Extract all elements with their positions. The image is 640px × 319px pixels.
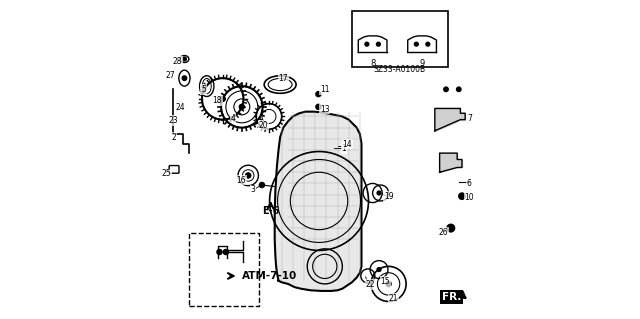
Text: 1: 1 [342, 144, 346, 153]
Circle shape [459, 193, 465, 199]
Circle shape [377, 268, 381, 271]
Circle shape [426, 42, 429, 46]
Text: 13: 13 [320, 105, 330, 114]
Text: 5: 5 [201, 85, 206, 94]
Text: 21: 21 [388, 294, 398, 303]
Circle shape [386, 281, 391, 286]
Polygon shape [275, 112, 362, 291]
Circle shape [316, 104, 321, 109]
Circle shape [220, 96, 225, 101]
Polygon shape [440, 153, 462, 172]
Text: 4: 4 [231, 114, 236, 122]
Text: 25: 25 [161, 169, 171, 178]
Circle shape [182, 57, 186, 61]
Circle shape [415, 42, 419, 46]
Text: 24: 24 [175, 103, 185, 112]
Circle shape [376, 42, 380, 46]
Text: 7: 7 [467, 114, 472, 122]
Text: 10: 10 [465, 193, 474, 202]
Text: FR.: FR. [442, 292, 461, 302]
Text: 18: 18 [212, 96, 222, 105]
Text: 11: 11 [320, 85, 330, 94]
Circle shape [365, 42, 369, 46]
Text: 23: 23 [168, 116, 178, 125]
Text: 19: 19 [384, 192, 394, 201]
Circle shape [259, 182, 264, 188]
Text: 2: 2 [172, 133, 176, 142]
Text: 17: 17 [278, 74, 288, 83]
Text: 28: 28 [172, 57, 182, 66]
Text: 14: 14 [342, 140, 352, 149]
Polygon shape [435, 108, 465, 131]
Text: 26: 26 [439, 228, 449, 237]
Text: 22: 22 [365, 280, 375, 289]
Text: 8: 8 [370, 59, 375, 68]
Circle shape [377, 191, 381, 195]
Circle shape [239, 104, 244, 109]
Circle shape [217, 249, 222, 255]
Text: 9: 9 [419, 59, 425, 68]
Circle shape [246, 173, 251, 178]
Text: 3: 3 [251, 185, 255, 194]
Text: E-6: E-6 [262, 206, 279, 216]
Circle shape [316, 92, 321, 97]
Text: 20: 20 [259, 121, 268, 130]
Text: SZ33-A0100B: SZ33-A0100B [374, 65, 426, 74]
Circle shape [223, 249, 228, 255]
Circle shape [182, 76, 187, 80]
Text: ATM-7-10: ATM-7-10 [242, 271, 297, 281]
Text: 6: 6 [467, 179, 472, 188]
Text: 16: 16 [236, 176, 246, 185]
Circle shape [444, 87, 448, 92]
Circle shape [447, 224, 454, 232]
Text: 27: 27 [166, 71, 175, 80]
Circle shape [456, 87, 461, 92]
Text: 15: 15 [381, 277, 390, 286]
